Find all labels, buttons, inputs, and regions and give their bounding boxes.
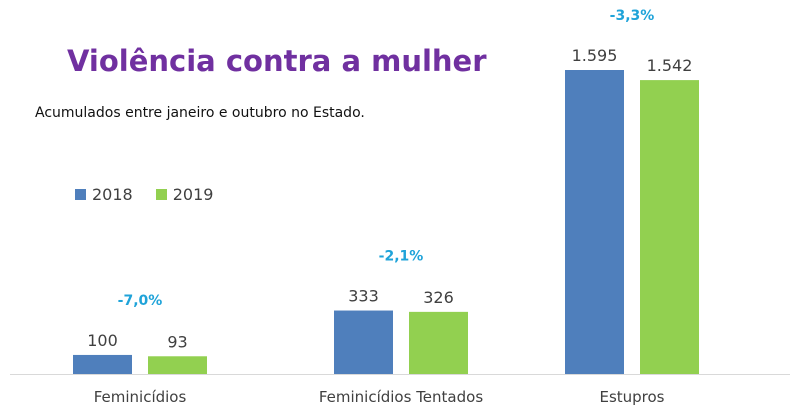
bar-2018-feminicidios-tentados <box>334 310 393 374</box>
bar-2018-estupros <box>565 70 624 374</box>
change-annotation: -2,1% <box>379 249 424 265</box>
legend-label-2018: 2018 <box>92 185 133 204</box>
bar-2019-feminicidios <box>148 356 207 374</box>
legend-swatch-2018 <box>75 189 86 200</box>
category-label: Estupros <box>599 388 664 406</box>
chart-subtitle: Acumulados entre janeiro e outubro no Es… <box>35 105 365 121</box>
value-label-2019-feminicidios-tentados: 326 <box>423 288 454 307</box>
change-annotation: -3,3% <box>610 8 655 24</box>
value-label-2019-feminicidios: 93 <box>167 332 187 351</box>
legend-item-2019: 2019 <box>155 185 214 204</box>
bar-2019-estupros <box>640 80 699 375</box>
legend-label-2019: 2019 <box>172 185 214 204</box>
value-label-2018-feminicidios: 100 <box>87 331 118 350</box>
legend-item-2018: 2018 <box>75 185 133 204</box>
chart-title: Violência contra a mulher <box>67 44 487 78</box>
legend: 2018 2019 <box>75 185 236 204</box>
bar-2018-feminicidios <box>73 354 132 374</box>
value-label-2019-estupros: 1.542 <box>647 56 693 75</box>
change-annotation: -7,0% <box>118 293 163 309</box>
legend-swatch-2019 <box>155 189 167 200</box>
value-label-2018-feminicidios-tentados: 333 <box>348 287 379 306</box>
category-label: Feminicídios <box>94 388 187 406</box>
bar-2019-feminicidios-tentados <box>409 311 468 374</box>
category-label: Feminicídios Tentados <box>319 388 483 406</box>
value-label-2018-estupros: 1.595 <box>572 46 618 65</box>
